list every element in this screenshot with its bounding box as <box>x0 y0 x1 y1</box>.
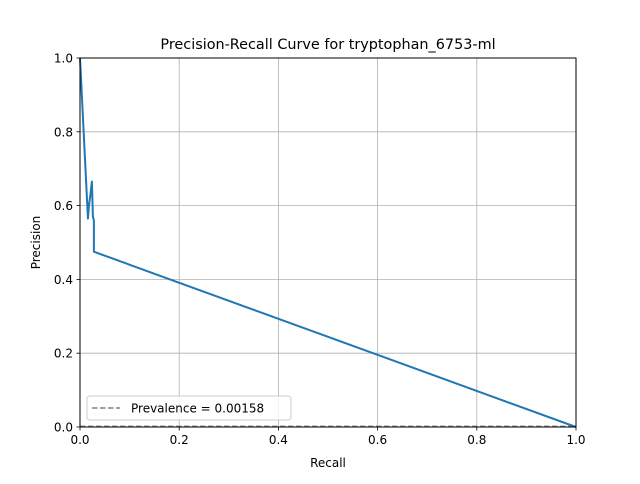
x-tick-label-4: 0.8 <box>467 433 486 447</box>
y-tick-label-2: 0.4 <box>54 273 73 287</box>
plot-data <box>79 57 577 428</box>
x-tick-label-5: 1.0 <box>566 433 585 447</box>
y-tick-label-0: 0.0 <box>54 421 73 435</box>
y-tick-label-3: 0.6 <box>54 199 73 213</box>
y-tick-label-5: 1.0 <box>54 52 73 66</box>
legend: Prevalence = 0.00158 <box>86 395 292 421</box>
chart-title: Precision-Recall Curve for tryptophan_67… <box>160 37 495 53</box>
legend-prevalence-label: Prevalence = 0.00158 <box>131 402 264 416</box>
axis-ticks: 0.0 0.2 0.4 0.6 0.8 1.0 0.0 0.2 0.4 0.6 0.8 1.0 <box>54 52 586 448</box>
x-tick-label-3: 0.6 <box>368 433 387 447</box>
x-tick-label-0: 0.0 <box>70 433 89 447</box>
grid <box>79 57 577 428</box>
y-tick-label-4: 0.8 <box>54 125 73 139</box>
pr-curve-series-0 <box>79 57 577 428</box>
x-tick-label-2: 0.4 <box>269 433 288 447</box>
x-axis-label: Recall <box>310 456 346 470</box>
legend-box <box>86 395 292 421</box>
axes-frame <box>79 57 577 428</box>
y-tick-label-1: 0.2 <box>54 347 73 361</box>
y-axis-label: Precision <box>29 216 43 270</box>
x-tick-label-1: 0.2 <box>170 433 189 447</box>
